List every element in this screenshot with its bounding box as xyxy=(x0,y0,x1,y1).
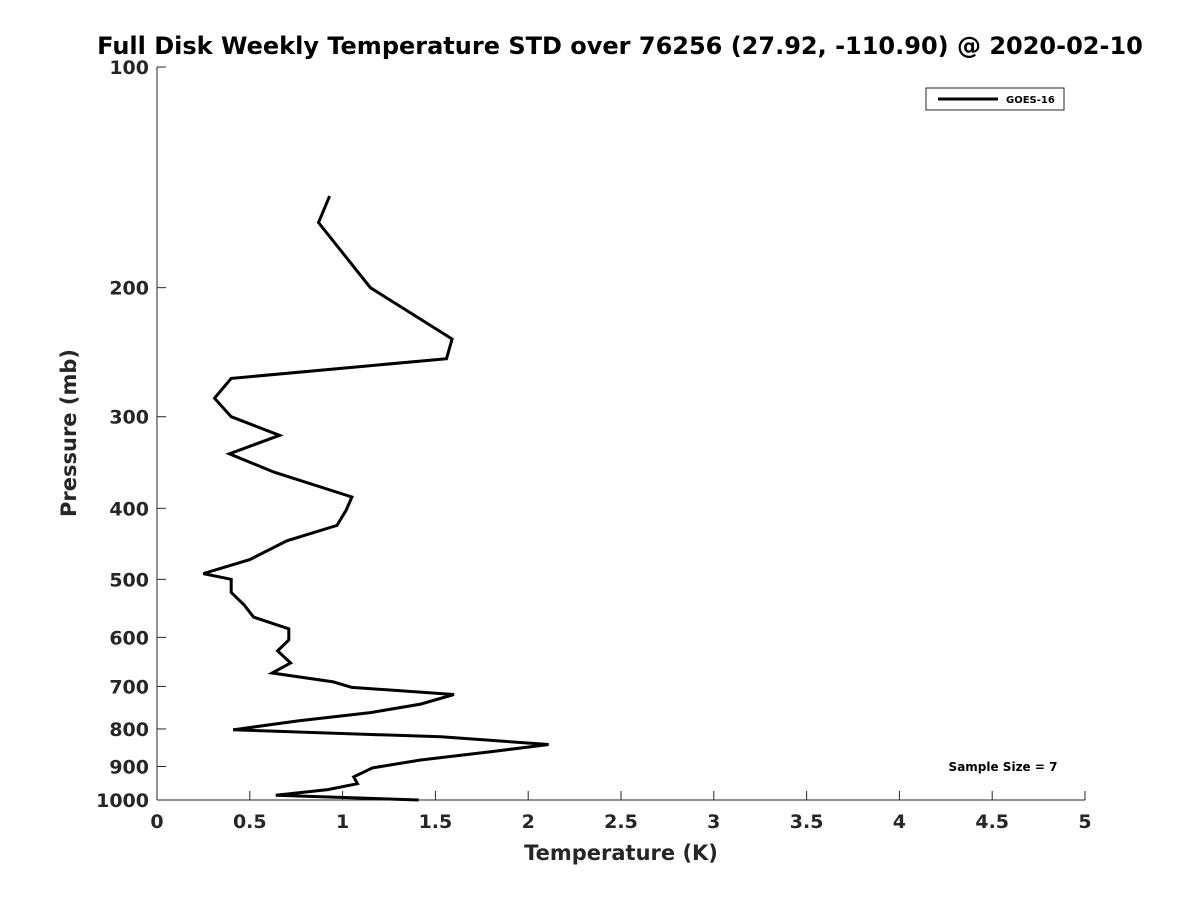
x-tick-label: 0 xyxy=(150,811,163,833)
legend-label-goes-16: GOES-16 xyxy=(1006,95,1055,106)
y-tick-label: 600 xyxy=(109,627,149,649)
ticks-group: 0 0.5 1 1.5 2 2.5 3 3.5 4 4.5 5 100 200 300 400 500 600 7… xyxy=(96,57,1092,833)
y-tick-label: 100 xyxy=(109,57,149,79)
x-tick-label: 4 xyxy=(893,811,906,833)
x-tick-label: 5 xyxy=(1078,811,1091,833)
x-tick-label: 3.5 xyxy=(790,811,824,833)
y-tick-label: 400 xyxy=(109,498,149,520)
x-tick-label: 4.5 xyxy=(975,811,1009,833)
plot-area xyxy=(157,67,1085,800)
y-tick-label: 900 xyxy=(109,756,149,778)
y-tick-label: 800 xyxy=(109,719,149,741)
x-tick-label: 3 xyxy=(707,811,720,833)
x-tick-label: 2.5 xyxy=(604,811,638,833)
sample-size-annotation: Sample Size = 7 xyxy=(949,760,1058,774)
chart-title: Full Disk Weekly Temperature STD over 76… xyxy=(97,32,1143,60)
legend: GOES-16 xyxy=(925,87,1065,111)
x-tick-label: 1 xyxy=(336,811,349,833)
y-tick-label: 300 xyxy=(109,407,149,429)
series-group xyxy=(202,195,549,802)
y-axis-label: Pressure (mb) xyxy=(57,349,81,517)
y-tick-label: 1000 xyxy=(96,790,149,812)
y-tick-label: 200 xyxy=(109,278,149,300)
x-axis-label: Temperature (K) xyxy=(524,841,718,865)
x-tick-label: 2 xyxy=(522,811,535,833)
x-tick-label: 1.5 xyxy=(419,811,453,833)
y-tick-label: 700 xyxy=(109,676,149,698)
x-tick-label: 0.5 xyxy=(233,811,267,833)
y-tick-label: 500 xyxy=(109,569,149,591)
series-line-0 xyxy=(202,195,549,802)
